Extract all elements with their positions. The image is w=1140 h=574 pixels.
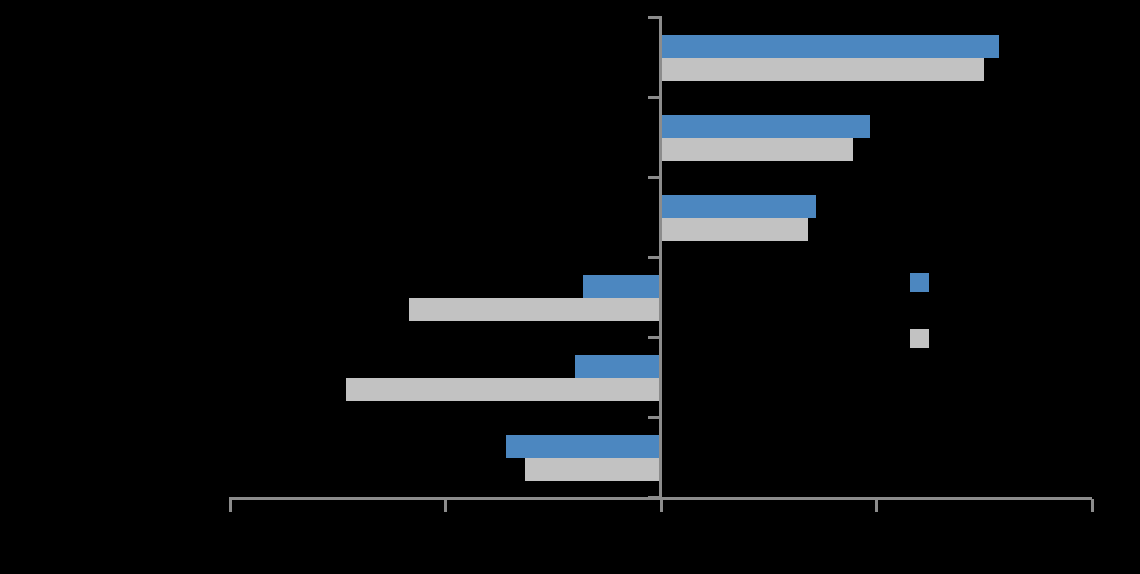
y-axis-tick — [648, 336, 659, 339]
y-axis-tick — [648, 176, 659, 179]
bar-gray-series-5 — [346, 378, 661, 401]
bar-gray-series-4 — [408, 298, 661, 321]
bar-blue-series-2 — [661, 115, 871, 138]
bar-gray-series-3 — [661, 218, 808, 241]
x-axis-line — [229, 497, 1092, 500]
category-zero-axis-line — [659, 16, 662, 500]
y-axis-tick — [648, 256, 659, 259]
y-axis-tick — [648, 416, 659, 419]
bar-blue-series-4 — [583, 275, 661, 298]
legend-swatch-blue-series — [910, 273, 929, 292]
y-axis-tick — [648, 16, 659, 19]
legend-swatch-gray-series — [910, 329, 929, 348]
y-axis-tick — [648, 96, 659, 99]
x-axis-tick — [1090, 499, 1094, 512]
x-axis-tick — [659, 499, 663, 512]
bar-blue-series-3 — [661, 195, 817, 218]
bar-gray-series-1 — [661, 58, 985, 81]
x-axis-tick — [444, 499, 447, 512]
bar-blue-series-1 — [661, 35, 1000, 58]
x-axis-tick — [875, 499, 878, 512]
bar-gray-series-2 — [661, 138, 853, 161]
bar-blue-series-6 — [505, 435, 661, 458]
bar-blue-series-5 — [574, 355, 661, 378]
x-axis-tick — [228, 499, 232, 512]
bar-gray-series-6 — [525, 458, 661, 481]
